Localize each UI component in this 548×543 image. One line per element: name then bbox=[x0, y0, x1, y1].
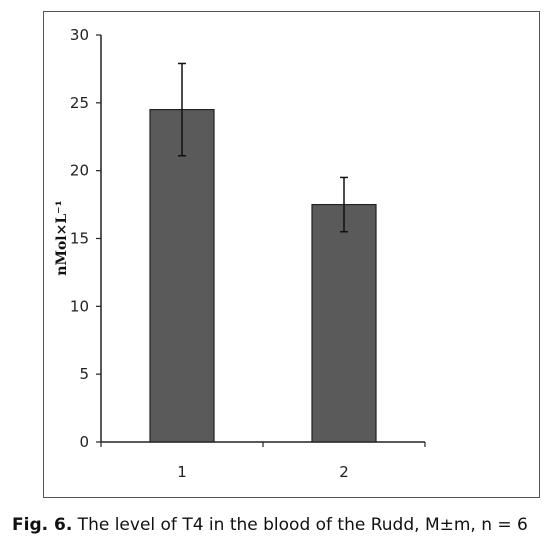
y-tick-label: 0 bbox=[79, 433, 89, 451]
bar bbox=[311, 203, 377, 443]
x-tick-label: 1 bbox=[177, 463, 187, 481]
bar-chart: nMol×L⁻¹ 0 5 10 15 20 25 30 1 2 bbox=[54, 26, 426, 481]
x-tick-label: 2 bbox=[339, 463, 349, 481]
y-tick-label: 15 bbox=[70, 230, 89, 248]
y-axis-label: nMol×L⁻¹ bbox=[54, 200, 70, 275]
y-tick-label: 5 bbox=[79, 365, 89, 383]
y-tick-label: 20 bbox=[70, 162, 89, 180]
figure-frame bbox=[43, 11, 540, 498]
y-tick-label: 10 bbox=[70, 297, 89, 315]
figure-caption: Fig. 6. The level of T4 in the blood of … bbox=[12, 515, 548, 535]
caption-figure-label: Fig. 6. bbox=[12, 515, 73, 535]
bar bbox=[149, 109, 215, 443]
y-tick-label: 30 bbox=[70, 26, 89, 44]
caption-text: The level of T4 in the blood of the Rudd… bbox=[72, 515, 528, 535]
y-tick-label: 25 bbox=[70, 94, 89, 112]
